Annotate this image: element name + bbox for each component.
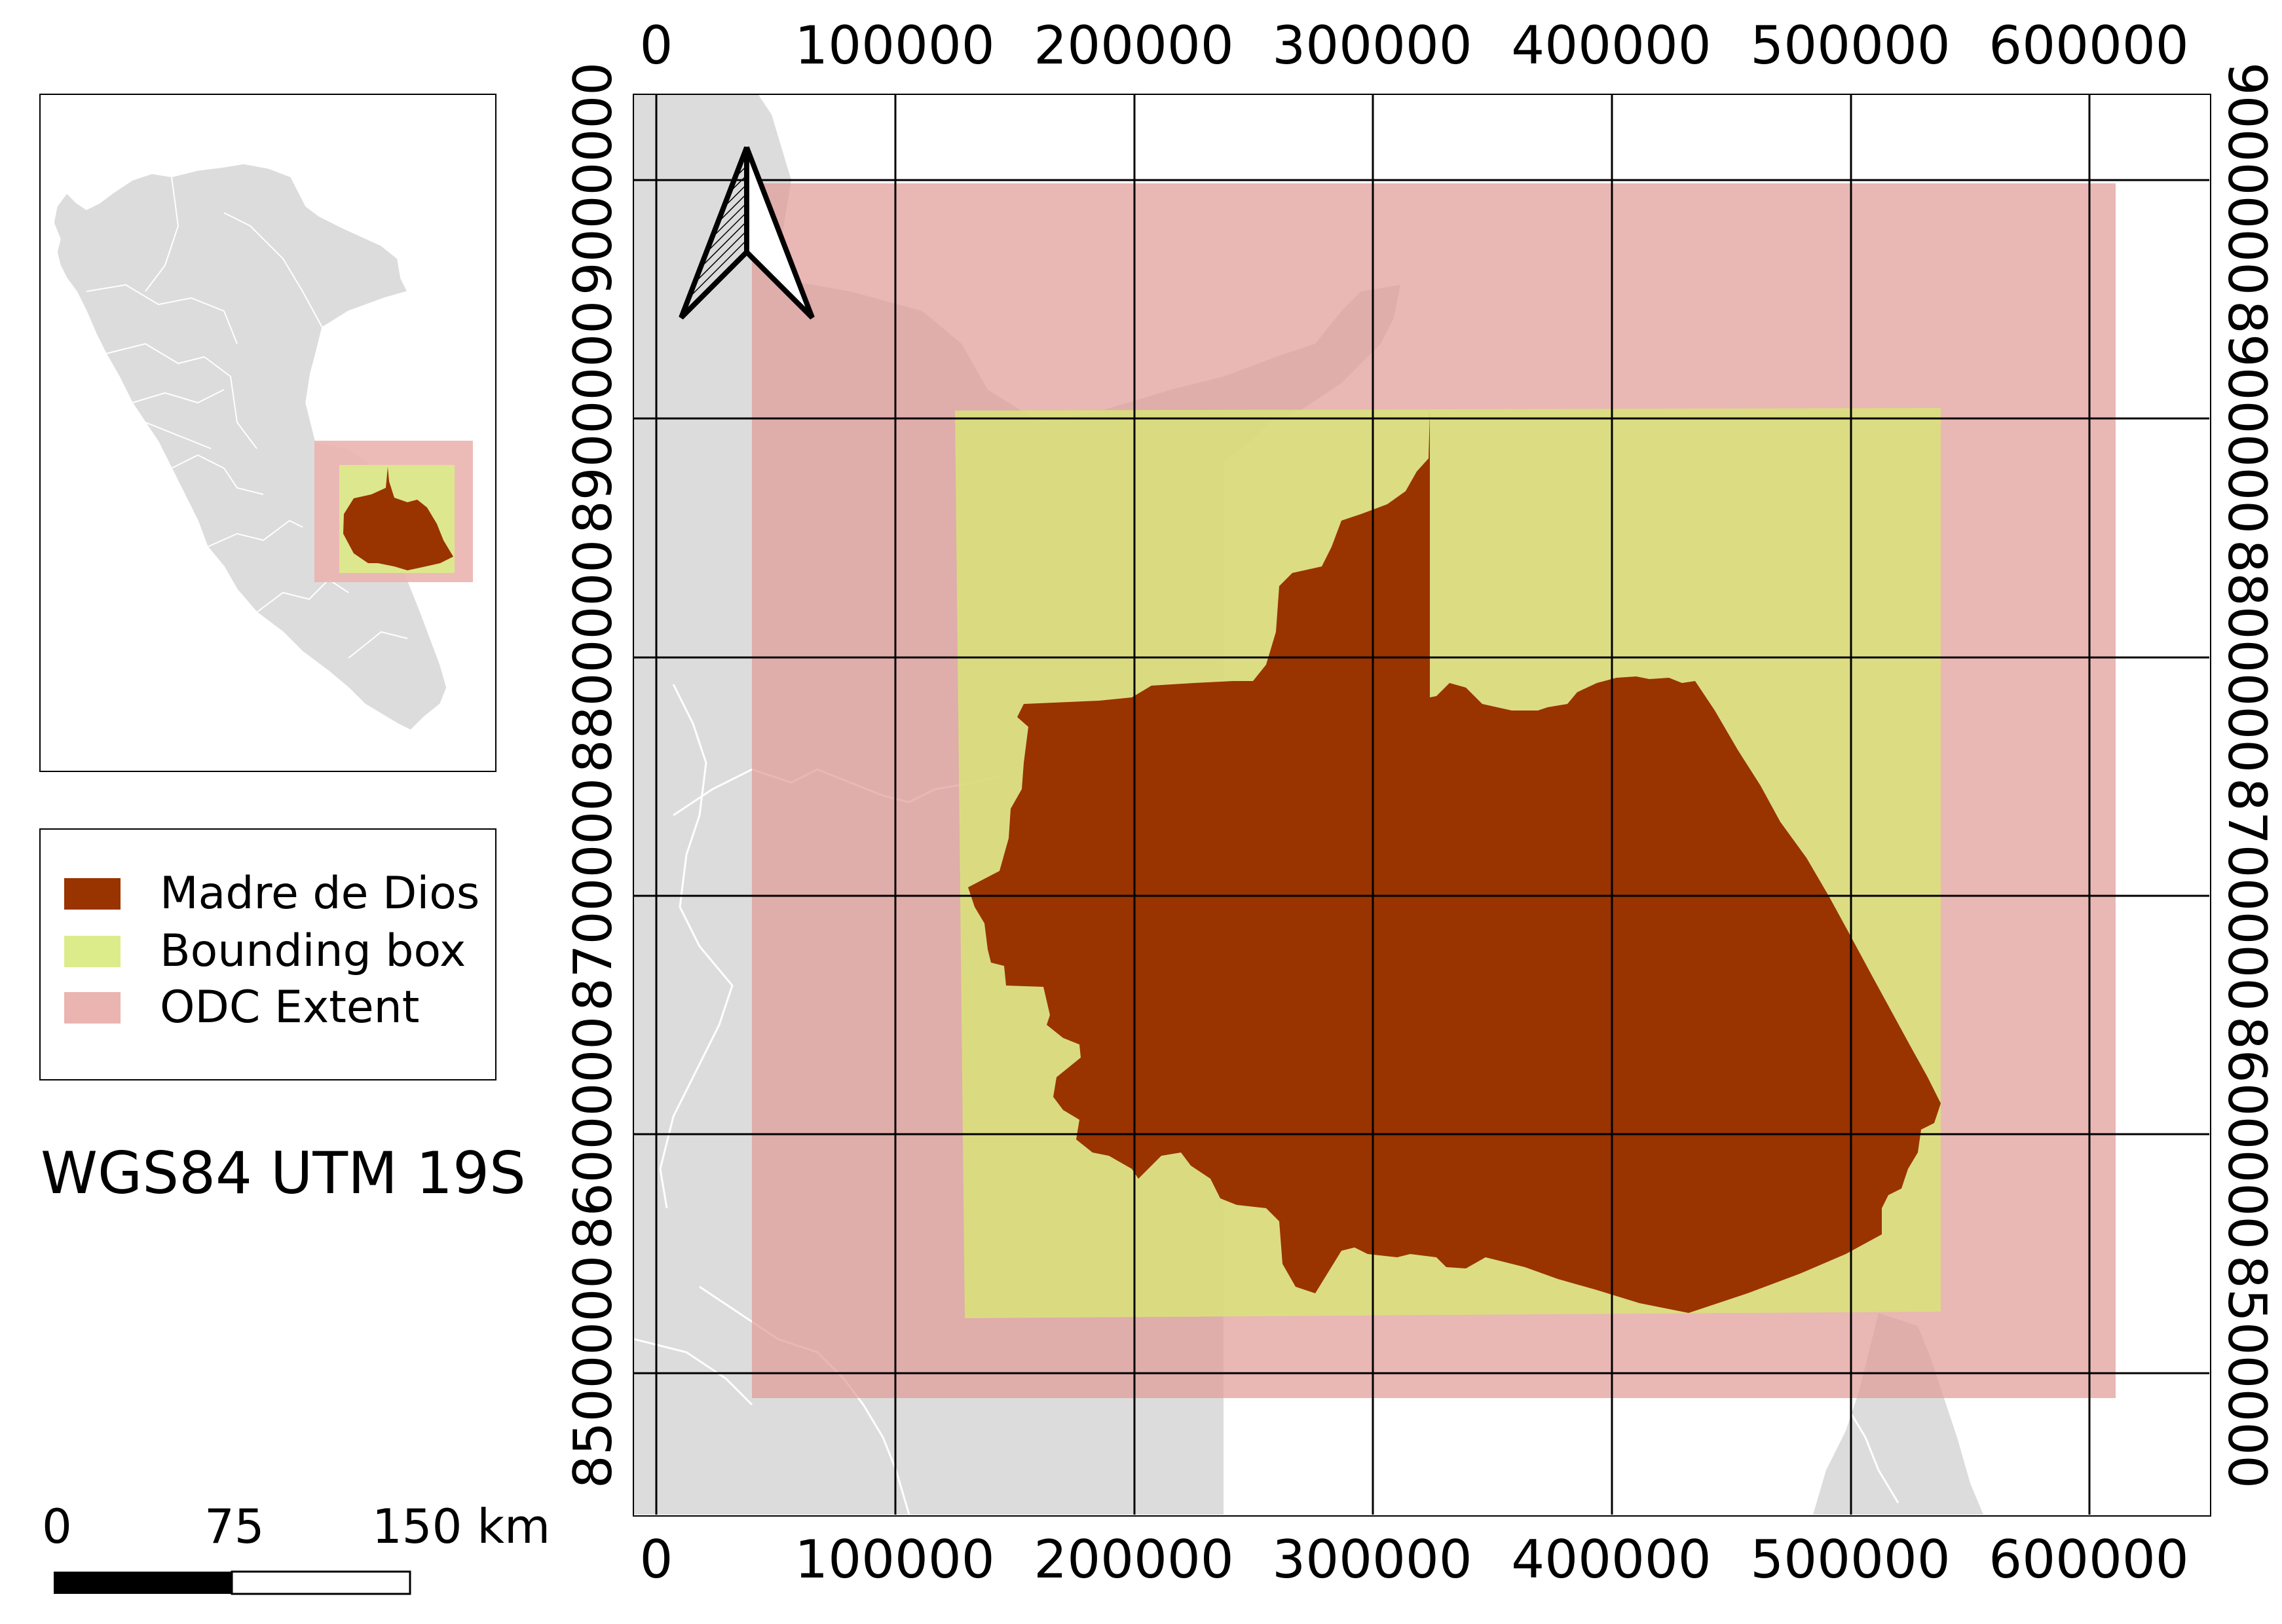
- y-tick-left: 8500000: [563, 1255, 624, 1489]
- legend-panel: Madre de Dios Bounding box ODC Extent: [39, 828, 496, 1080]
- scale-label-150: 150 km: [372, 1499, 551, 1554]
- x-tick-bottom: 600000: [1989, 1529, 2189, 1590]
- legend-item-madre-de-dios: Madre de Dios: [64, 868, 480, 919]
- legend-label: Bounding box: [160, 925, 466, 977]
- inset-madre-de-dios: [343, 467, 453, 570]
- scale-bar: [54, 1570, 411, 1595]
- main-map: [634, 95, 2209, 1515]
- inset-map: [53, 163, 473, 731]
- x-tick-top: 0: [639, 15, 673, 76]
- inset-map-frame: [39, 94, 496, 772]
- x-tick-top: 300000: [1272, 15, 1472, 76]
- x-tick-bottom: 400000: [1511, 1529, 1712, 1590]
- x-tick-bottom: 300000: [1272, 1529, 1472, 1590]
- y-tick-right: 9000000: [2217, 62, 2277, 296]
- crs-label: WGS84 UTM 19S: [41, 1139, 526, 1207]
- y-tick-right: 8900000: [2217, 300, 2277, 534]
- scale-label-0: 0: [42, 1499, 72, 1554]
- scale-label-75: 75: [204, 1499, 265, 1554]
- legend-item-odc-extent: ODC Extent: [64, 982, 420, 1033]
- y-tick-right: 8800000: [2217, 539, 2277, 773]
- legend-item-bounding-box: Bounding box: [64, 925, 466, 977]
- land-area-east: [1813, 1313, 1983, 1515]
- y-tick-right: 8500000: [2217, 1255, 2277, 1489]
- x-tick-top: 500000: [1750, 15, 1951, 76]
- madre-de-dios-region: [968, 413, 1941, 1313]
- y-tick-right: 8700000: [2217, 777, 2277, 1012]
- legend-label: Madre de Dios: [160, 868, 480, 919]
- legend-label: ODC Extent: [160, 982, 420, 1033]
- scale-bar-black-segment: [54, 1572, 232, 1594]
- legend-swatch-madre-de-dios: [64, 878, 121, 910]
- x-tick-top: 200000: [1034, 15, 1234, 76]
- y-tick-left: 9000000: [563, 62, 624, 296]
- map-grid: [634, 95, 2209, 1515]
- y-tick-left: 8800000: [563, 539, 624, 773]
- x-tick-top: 100000: [795, 15, 995, 76]
- y-tick-left: 8600000: [563, 1016, 624, 1250]
- legend-swatch-bounding-box: [64, 936, 121, 967]
- y-tick-right: 8600000: [2217, 1016, 2277, 1250]
- north-arrow-icon: [679, 146, 815, 320]
- main-map-frame: [633, 94, 2211, 1517]
- x-tick-bottom: 0: [639, 1529, 673, 1590]
- x-tick-top: 400000: [1511, 15, 1712, 76]
- x-tick-bottom: 500000: [1750, 1529, 1951, 1590]
- x-tick-bottom: 200000: [1034, 1529, 1234, 1590]
- x-tick-top: 600000: [1989, 15, 2189, 76]
- inset-department-borders: [86, 176, 408, 659]
- y-tick-left: 8900000: [563, 300, 624, 534]
- scale-bar-white-segment: [231, 1570, 411, 1595]
- legend-swatch-odc-extent: [64, 992, 121, 1024]
- peru-outline: [53, 163, 447, 731]
- y-tick-left: 8700000: [563, 777, 624, 1012]
- x-tick-bottom: 100000: [795, 1529, 995, 1590]
